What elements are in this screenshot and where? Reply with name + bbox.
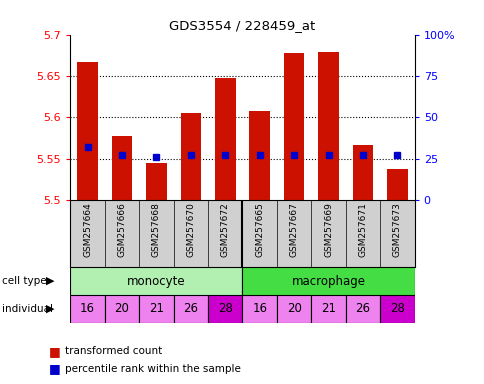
Bar <box>352 145 373 200</box>
Bar <box>111 136 132 200</box>
Bar <box>139 295 173 323</box>
Text: 28: 28 <box>389 302 404 315</box>
Text: GSM257670: GSM257670 <box>186 202 195 257</box>
Text: cell type: cell type <box>2 276 47 286</box>
Text: ▶: ▶ <box>46 276 55 286</box>
Text: percentile rank within the sample: percentile rank within the sample <box>65 364 241 374</box>
Text: GSM257669: GSM257669 <box>323 202 333 257</box>
Title: GDS3554 / 228459_at: GDS3554 / 228459_at <box>169 19 315 32</box>
Text: GSM257666: GSM257666 <box>117 202 126 257</box>
Bar <box>173 295 208 323</box>
Text: ■: ■ <box>48 345 60 358</box>
Bar <box>70 295 105 323</box>
Text: GSM257673: GSM257673 <box>392 202 401 257</box>
Text: GSM257668: GSM257668 <box>151 202 161 257</box>
Text: GSM257667: GSM257667 <box>289 202 298 257</box>
Text: 20: 20 <box>286 302 301 315</box>
Text: 26: 26 <box>183 302 198 315</box>
Text: 20: 20 <box>114 302 129 315</box>
Bar <box>249 111 270 200</box>
Bar <box>379 295 414 323</box>
Text: ▶: ▶ <box>46 304 55 314</box>
Text: macrophage: macrophage <box>291 275 365 288</box>
Bar <box>318 52 338 200</box>
Text: GSM257672: GSM257672 <box>220 202 229 257</box>
Text: 21: 21 <box>320 302 335 315</box>
Bar <box>242 295 276 323</box>
Text: individual: individual <box>2 304 53 314</box>
Text: 16: 16 <box>252 302 267 315</box>
Text: GSM257671: GSM257671 <box>358 202 367 257</box>
Bar <box>242 267 414 295</box>
Text: 16: 16 <box>80 302 95 315</box>
Bar <box>146 163 166 200</box>
Text: transformed count: transformed count <box>65 346 163 356</box>
Bar <box>276 295 311 323</box>
Text: 21: 21 <box>149 302 164 315</box>
Bar <box>180 113 201 200</box>
Bar <box>77 62 98 200</box>
Bar <box>283 53 304 200</box>
Text: 26: 26 <box>355 302 370 315</box>
Text: ■: ■ <box>48 362 60 375</box>
Text: monocyte: monocyte <box>127 275 185 288</box>
Text: 28: 28 <box>217 302 232 315</box>
Text: GSM257664: GSM257664 <box>83 202 92 257</box>
Text: GSM257665: GSM257665 <box>255 202 264 257</box>
Bar <box>311 295 345 323</box>
Bar <box>345 295 379 323</box>
Bar <box>386 169 407 200</box>
Bar <box>214 78 235 200</box>
Bar <box>70 267 242 295</box>
Bar <box>105 295 139 323</box>
Bar <box>208 295 242 323</box>
